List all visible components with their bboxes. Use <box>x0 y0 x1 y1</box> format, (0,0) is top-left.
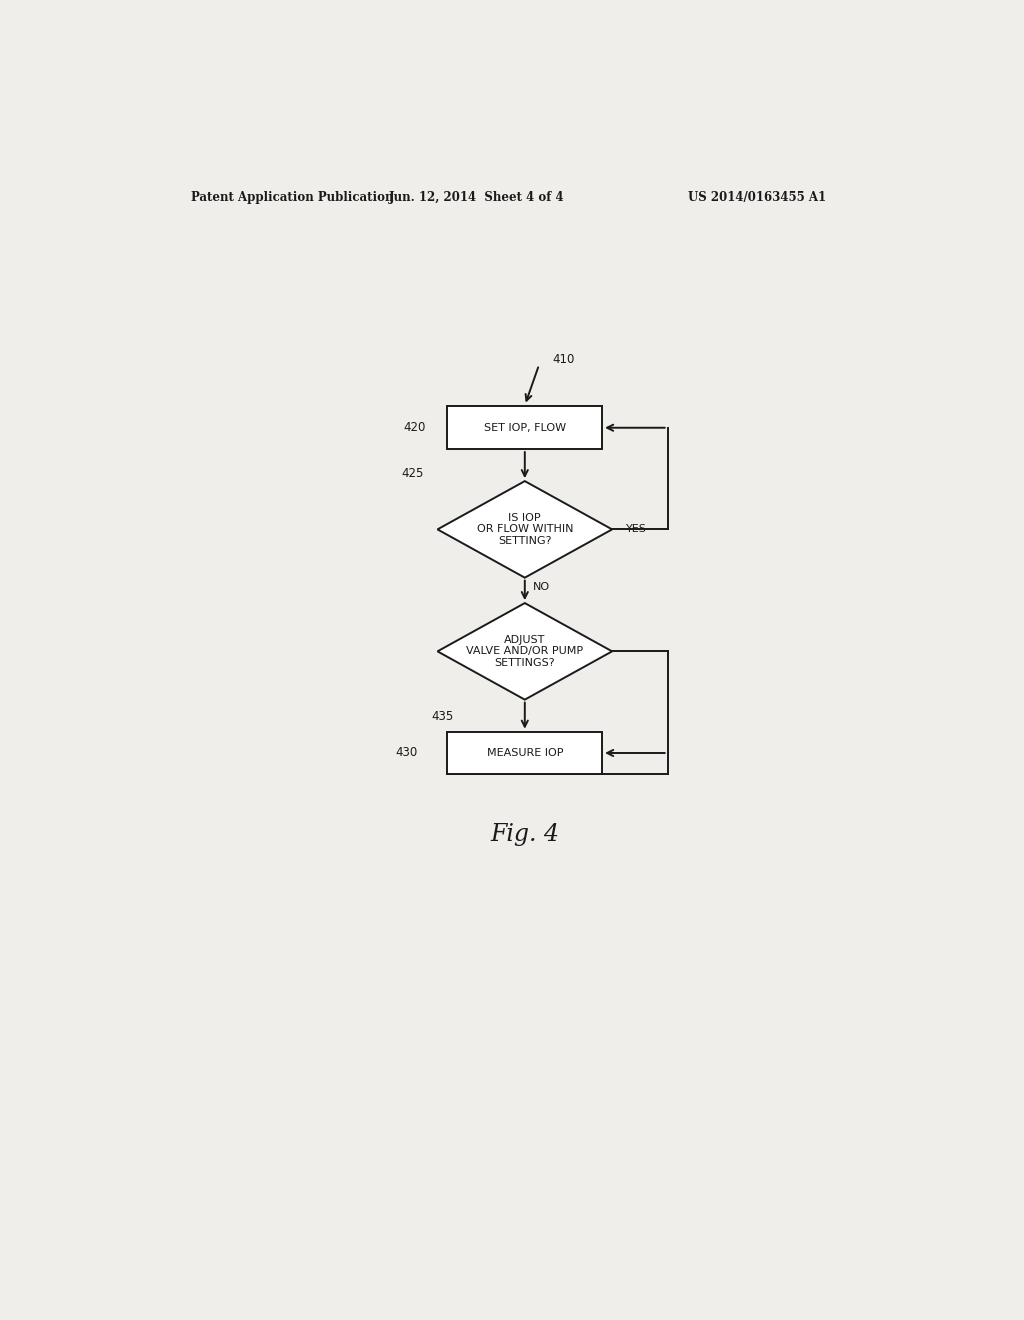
Text: NO: NO <box>532 582 550 593</box>
Text: 425: 425 <box>401 467 424 480</box>
Text: Patent Application Publication: Patent Application Publication <box>191 190 394 203</box>
Text: 410: 410 <box>553 354 574 366</box>
Text: 430: 430 <box>395 747 418 759</box>
Text: 435: 435 <box>431 710 454 723</box>
Text: IS IOP
OR FLOW WITHIN
SETTING?: IS IOP OR FLOW WITHIN SETTING? <box>476 512 573 546</box>
Polygon shape <box>437 603 612 700</box>
Polygon shape <box>437 480 612 578</box>
Text: US 2014/0163455 A1: US 2014/0163455 A1 <box>688 190 826 203</box>
Text: Jun. 12, 2014  Sheet 4 of 4: Jun. 12, 2014 Sheet 4 of 4 <box>389 190 565 203</box>
Text: ADJUST
VALVE AND/OR PUMP
SETTINGS?: ADJUST VALVE AND/OR PUMP SETTINGS? <box>466 635 584 668</box>
Text: YES: YES <box>627 524 647 535</box>
Text: MEASURE IOP: MEASURE IOP <box>486 748 563 758</box>
FancyBboxPatch shape <box>447 731 602 775</box>
Text: 420: 420 <box>403 421 426 434</box>
Text: SET IOP, FLOW: SET IOP, FLOW <box>483 422 566 433</box>
FancyBboxPatch shape <box>447 407 602 449</box>
Text: Fig. 4: Fig. 4 <box>490 822 559 846</box>
